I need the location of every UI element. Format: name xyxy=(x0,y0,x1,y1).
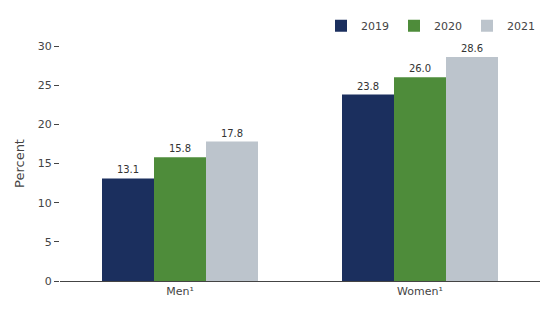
svg-text:15: 15 xyxy=(38,157,52,170)
svg-text:20: 20 xyxy=(38,118,52,131)
svg-text:5: 5 xyxy=(45,236,52,249)
svg-text:15.8: 15.8 xyxy=(169,143,191,154)
svg-text:Men¹: Men¹ xyxy=(166,285,194,298)
svg-text:13.1: 13.1 xyxy=(117,164,139,175)
svg-text:26.0: 26.0 xyxy=(409,63,431,74)
svg-text:0: 0 xyxy=(45,275,52,288)
svg-text:2019: 2019 xyxy=(361,20,389,33)
svg-text:30: 30 xyxy=(38,40,52,53)
svg-text:10: 10 xyxy=(38,197,52,210)
svg-text:28.6: 28.6 xyxy=(461,43,483,54)
svg-text:Women¹: Women¹ xyxy=(397,285,443,298)
svg-text:17.8: 17.8 xyxy=(221,128,243,139)
svg-text:25: 25 xyxy=(38,79,52,92)
svg-text:2021: 2021 xyxy=(507,20,535,33)
svg-text:2020: 2020 xyxy=(434,20,462,33)
svg-text:23.8: 23.8 xyxy=(357,81,379,92)
svg-text:Percent: Percent xyxy=(12,139,27,188)
